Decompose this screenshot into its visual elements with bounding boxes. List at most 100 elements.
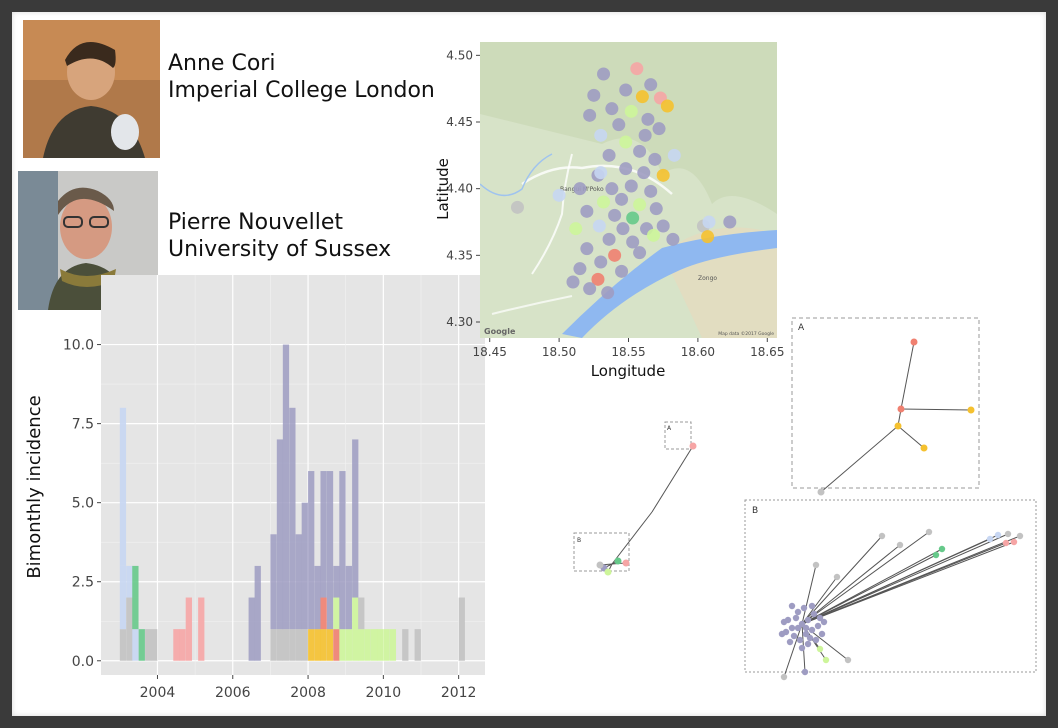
tree-node	[788, 624, 796, 632]
map-point	[580, 242, 594, 256]
tree-edge	[900, 408, 972, 411]
histogram-bar	[370, 629, 378, 661]
tree-node	[938, 545, 946, 553]
map-point	[573, 182, 587, 196]
histogram-bar	[276, 629, 284, 661]
map-point	[583, 282, 597, 296]
tree-node	[802, 624, 810, 632]
map-point	[633, 198, 647, 212]
tree-edge	[801, 576, 838, 625]
tree-edge	[801, 544, 901, 625]
y-tick-label: 4.35	[446, 248, 473, 262]
map-point	[646, 228, 660, 242]
histogram-bar	[333, 597, 340, 630]
histogram-bar	[352, 597, 359, 630]
person-1-caption: Anne Cori Imperial College London	[168, 50, 435, 104]
tree-node	[1002, 539, 1010, 547]
tree-nodes	[596, 338, 1024, 681]
tree-node	[794, 608, 802, 616]
y-tick-label: 5.0	[72, 496, 94, 512]
map-point	[597, 67, 611, 81]
map-point	[594, 166, 608, 180]
histogram-bar	[358, 629, 365, 661]
histogram-bar	[270, 534, 277, 630]
map-point	[612, 118, 626, 132]
map-point	[602, 148, 616, 162]
map-point	[701, 230, 715, 244]
map-point	[630, 62, 644, 76]
x-tick-label: 18.55	[611, 345, 645, 359]
map-google-logo: Google	[484, 327, 516, 336]
histogram-bar	[145, 629, 152, 661]
tree-node	[778, 630, 786, 638]
y-tick-label: 4.45	[446, 115, 473, 129]
map-point	[648, 152, 662, 166]
overview-box-a	[664, 421, 692, 450]
portrait-anne-cori	[23, 20, 160, 158]
histogram-bar	[119, 565, 127, 630]
incidence-histogram: 0.0 2.5 5.0 7.5 10.0 2004 2006 2008 2010 2012 Bim…	[24, 275, 485, 701]
x-tick-label: 2006	[215, 685, 251, 701]
tree-node	[808, 602, 816, 610]
map-point	[644, 184, 658, 198]
phylogenetic-trees: A B A B	[573, 317, 1037, 681]
y-tick-label: 2.5	[72, 575, 94, 591]
tree-edge	[900, 341, 915, 410]
map-point	[510, 200, 524, 214]
map-point	[652, 122, 666, 136]
histogram-bar	[119, 629, 127, 661]
histogram-bar	[282, 344, 290, 630]
tree-node	[920, 444, 928, 452]
tree-node	[967, 406, 975, 414]
tree-panel-b-box	[744, 499, 1037, 673]
map-point	[569, 222, 583, 236]
map-point	[619, 135, 633, 149]
tree-edge	[611, 511, 653, 565]
histogram-bar	[289, 407, 296, 630]
x-tick-label: 2008	[290, 685, 326, 701]
histogram-bar	[132, 565, 139, 598]
tree-node	[794, 624, 802, 632]
map-x-label: Longitude	[591, 362, 666, 380]
person-2-name: Pierre Nouvellet	[168, 210, 343, 235]
map-point	[619, 83, 633, 97]
histogram-bars	[119, 344, 465, 661]
histogram-bar	[185, 597, 192, 661]
tree-node	[808, 626, 816, 634]
map-point	[566, 275, 580, 289]
map-point	[615, 192, 629, 206]
y-tick-label: 10.0	[63, 338, 94, 354]
map-point	[597, 195, 611, 209]
map-point	[616, 222, 630, 236]
histogram-bar	[326, 471, 334, 630]
histogram-bar	[458, 597, 465, 661]
person-1-affiliation: Imperial College London	[168, 78, 435, 103]
tree-node	[925, 528, 933, 536]
histogram-bar	[326, 629, 334, 661]
x-tick-label: 2012	[441, 685, 477, 701]
histogram-bar	[376, 629, 384, 661]
y-tick-label: 7.5	[72, 417, 94, 433]
tree-node	[804, 640, 812, 648]
map-points	[510, 62, 737, 300]
map-point	[594, 128, 608, 142]
tree-panel-a-box	[791, 317, 980, 489]
histogram-bar	[301, 629, 308, 661]
histogram-bar	[345, 565, 352, 630]
tree-node	[810, 610, 818, 618]
tree-node	[812, 561, 820, 569]
portrait-image	[23, 20, 160, 158]
y-tick-label: 4.50	[446, 48, 473, 62]
tree-node	[689, 442, 697, 450]
map-point	[591, 272, 605, 286]
tree-node	[986, 535, 994, 543]
histogram-bar	[339, 629, 346, 661]
histogram-bar	[358, 597, 365, 630]
tree-node	[622, 559, 630, 567]
histogram-bar	[198, 597, 205, 661]
map-point	[608, 248, 622, 262]
person-2-caption: Pierre Nouvellet University of Sussex	[168, 209, 391, 263]
histogram-bar	[383, 629, 390, 661]
map-point	[583, 108, 597, 122]
